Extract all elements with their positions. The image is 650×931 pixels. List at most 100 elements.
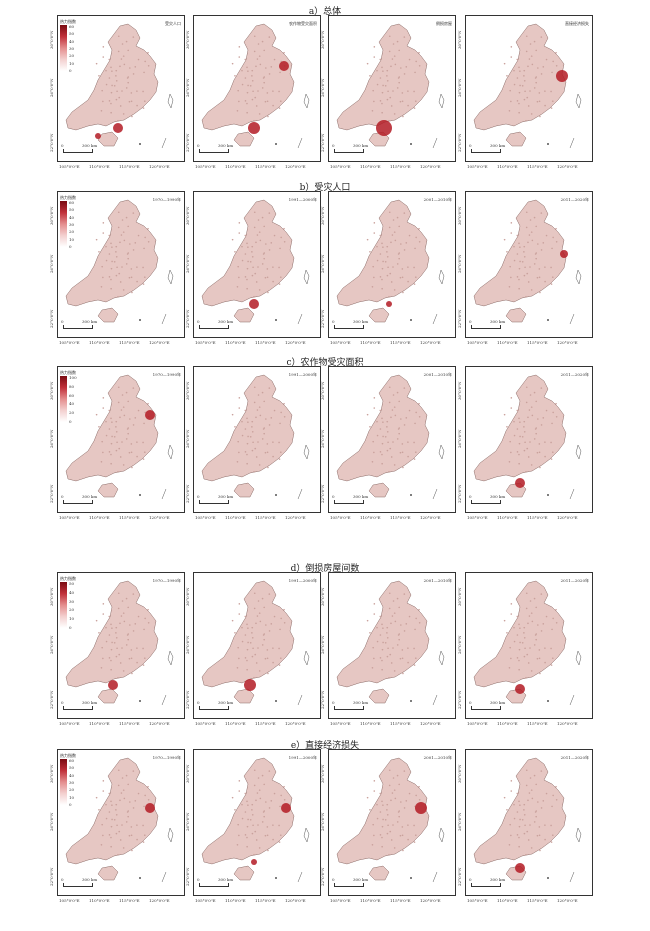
mainland-shape [65,580,159,688]
scale-zero-label: 0 [61,494,64,499]
scale-zero-label: 0 [61,143,64,148]
mainland-shape [201,374,295,482]
mainland-shape [336,199,430,307]
scale-bar [471,883,501,887]
longitude-label: 120°0'0"E [149,721,170,726]
taiwan-outline [167,269,174,285]
longitude-label: 110°0'0"E [225,898,246,903]
latitude-label: 30°0'0"N [49,206,54,225]
longitude-label: 110°0'0"E [360,340,381,345]
legend-color-ramp [60,25,67,71]
longitude-label: 110°0'0"E [225,340,246,345]
scale-label: 300 km [490,143,506,148]
island-dot [410,319,412,321]
legend-title: 热力指数 [60,195,76,200]
latitude-label: 22°0'0"N [320,690,325,709]
legend-tick-label: 80 [69,383,75,389]
latitude-label: 30°0'0"N [185,764,190,783]
legend-tick-label: 30 [69,46,75,51]
taiwan-outline [303,444,310,460]
map-panel: 直接经济损失 0 300 km [465,15,593,162]
longitude-label: 105°0'0"E [59,164,80,169]
longitude-label: 115°0'0"E [390,721,411,726]
longitude-label: 120°0'0"E [420,164,441,169]
scale-bar [334,149,364,153]
island-dot [547,143,549,145]
mainland-shape [201,757,295,865]
hainan-island-shape [233,131,255,147]
map-graphic [473,580,582,706]
legend-tick-label: 0 [69,419,72,424]
latitude-label: 26°0'0"N [457,78,462,97]
latitude-label: 30°0'0"N [320,381,325,400]
scale-label: 300 km [353,877,369,882]
mainland-shape [201,23,295,131]
panel-label: 2001—2010年 [423,197,452,202]
longitude-label: 105°0'0"E [195,721,216,726]
latitude-label: 26°0'0"N [49,812,54,831]
latitude-label: 30°0'0"N [457,764,462,783]
legend-tick-label: 30 [69,780,75,785]
longitude-label: 115°0'0"E [255,340,276,345]
taiwan-outline [167,444,174,460]
map-graphic [201,757,310,883]
latitude-label: 22°0'0"N [185,690,190,709]
map-graphic [65,199,174,325]
taiwan-outline [575,650,582,666]
panel-label: 1970—1990年 [152,578,181,583]
latitude-label: 30°0'0"N [185,381,190,400]
section-title: a）总体 [308,7,342,17]
hotspot [95,133,101,139]
legend-tick-label: 10 [69,236,75,242]
legend-tick-label: 0 [69,244,72,249]
map-graphic [336,580,445,706]
section-title: b）受灾人口 [299,183,351,193]
island-dot [139,143,141,145]
island-dot [275,494,277,496]
scale-zero-label: 0 [332,143,335,148]
scale-zero-label: 0 [332,494,335,499]
latitude-label: 22°0'0"N [49,484,54,503]
longitude-label: 115°0'0"E [390,340,411,345]
latitude-label: 22°0'0"N [49,690,54,709]
map-panel: 农作物受灾面积 0 300 km [193,15,321,162]
nine-dash-line [569,488,575,500]
nine-dash-line [297,488,303,500]
map-panel: 2001—2010年 0 300 km [328,749,456,896]
longitude-label: 105°0'0"E [59,515,80,520]
scale-label: 300 km [490,319,506,324]
latitude-label: 22°0'0"N [457,309,462,328]
latitude-label: 26°0'0"N [49,78,54,97]
hotspot [249,299,259,309]
hainan-island-shape [97,865,119,881]
map-panel: 热力指数 60 50 40 30 20 10 0 1970—1990年 0 300 km [57,191,185,338]
hotspot [251,859,257,865]
scale-label: 300 km [218,877,234,882]
map-panel: 1991—2000年 0 300 km [193,572,321,719]
legend-tick-label: 60 [69,758,75,763]
map-graphic [336,374,445,500]
longitude-label: 105°0'0"E [59,721,80,726]
longitude-label: 105°0'0"E [330,721,351,726]
panel-label: 1970—1990年 [152,372,181,377]
longitude-label: 115°0'0"E [119,515,140,520]
island-dot [139,494,141,496]
legend-tick-label: 10 [69,794,75,800]
hotspot [515,684,525,694]
map-panel: 1991—2000年 0 300 km [193,191,321,338]
legend-title: 热力指数 [60,753,76,758]
scale-zero-label: 0 [332,319,335,324]
taiwan-outline [575,827,582,843]
longitude-label: 110°0'0"E [225,515,246,520]
scale-bar [471,325,501,329]
latitude-label: 26°0'0"N [49,254,54,273]
legend-color-ramp [60,201,67,247]
nine-dash-line [161,313,167,325]
nine-dash-line [297,313,303,325]
longitude-label: 105°0'0"E [467,898,488,903]
longitude-label: 120°0'0"E [149,164,170,169]
scale-bar [63,149,93,153]
scale-zero-label: 0 [61,319,64,324]
longitude-label: 110°0'0"E [360,721,381,726]
scale-label: 300 km [218,143,234,148]
